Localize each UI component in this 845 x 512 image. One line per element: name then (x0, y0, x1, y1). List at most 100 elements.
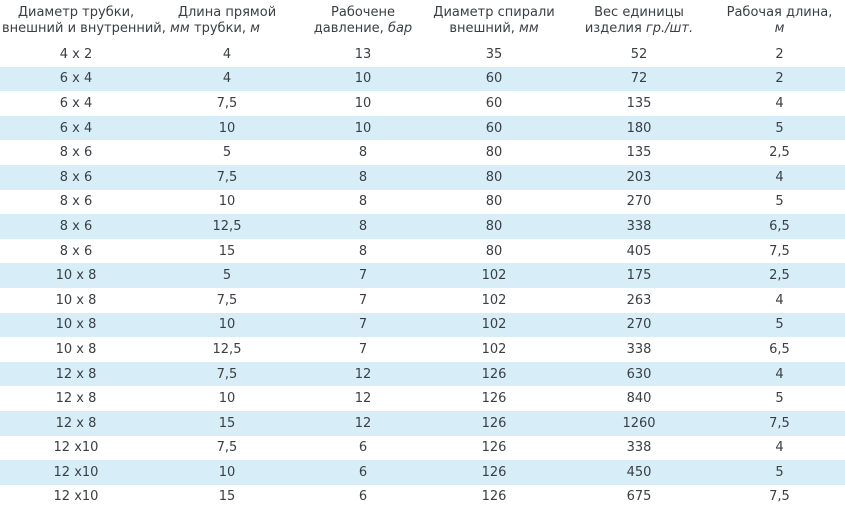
cell-spiral-diameter: 60 (485, 95, 503, 111)
cell-unit-weight: 180 (564, 115, 714, 141)
header-unit: м (250, 21, 260, 36)
cell-straight-length: 15 (152, 410, 302, 436)
cell-spiral-diameter: 126 (424, 361, 564, 387)
cell-tube-diameter: 10 x 8 (55, 341, 97, 357)
table-row: 12 x10 15 6 126 675 7,5 (0, 485, 845, 510)
cell-spiral-diameter: 80 (424, 214, 564, 239)
table-row: 12 x10 7,5 6 126 338 4 (0, 436, 845, 461)
cell-spiral-diameter: 60 (424, 66, 564, 92)
cell-working-pressure: 7 (358, 341, 368, 357)
cell-working-pressure: 7 (302, 263, 424, 288)
header-straight-length: Длина прямой трубки, м (152, 0, 302, 42)
cell-working-pressure: 8 (358, 145, 368, 161)
header-line2: м (716, 21, 843, 37)
header-line1: Диаметр спирали (433, 5, 555, 20)
header-working-pressure: Рабочене давление, бар (302, 0, 424, 42)
cell-working-pressure: 8 (358, 243, 368, 259)
cell-straight-length: 7,5 (216, 440, 238, 456)
cell-unit-weight: 338 (626, 341, 652, 357)
cell-working-length: 2 (775, 46, 784, 62)
cell-unit-weight: 338 (626, 440, 652, 456)
cell-straight-length: 10 (218, 194, 236, 210)
cell-tube-diameter: 6 x 4 (59, 95, 93, 111)
header-line2: давление, бар (304, 21, 422, 37)
cell-tube-diameter: 8 x 6 (59, 194, 93, 210)
header-line1: Вес единицы (594, 5, 684, 20)
table-row: 12 x 8 10 12 126 840 5 (0, 386, 845, 411)
cell-unit-weight: 203 (564, 164, 714, 190)
cell-straight-length: 10 (152, 460, 302, 485)
cell-working-pressure: 12 (354, 391, 372, 407)
header-line2: трубки, м (154, 21, 300, 37)
cell-working-pressure: 7 (358, 292, 368, 308)
table-row: 6 x 4 4 10 60 72 2 (0, 66, 845, 92)
table-row: 10 x 8 5 7 102 175 2,5 (0, 263, 845, 288)
cell-unit-weight: 1260 (564, 410, 714, 436)
cell-tube-diameter: 12 x 8 (55, 391, 97, 407)
cell-straight-length: 12,5 (152, 214, 302, 239)
cell-unit-weight: 675 (626, 489, 652, 505)
header-line2-text: внешний и внутренний, (2, 21, 171, 36)
cell-working-length: 5 (714, 312, 845, 338)
table-row: 10 x 8 10 7 102 270 5 (0, 312, 845, 338)
cell-tube-diameter: 4 x 2 (59, 46, 93, 62)
header-line2-text: давление, (313, 21, 388, 36)
cell-unit-weight: 135 (626, 145, 652, 161)
cell-working-pressure: 6 (358, 489, 368, 505)
cell-straight-length: 15 (218, 489, 236, 505)
cell-spiral-diameter: 102 (424, 312, 564, 338)
cell-tube-diameter: 8 x 6 (0, 164, 152, 190)
header-line1: Рабочене (331, 5, 395, 20)
cell-spiral-diameter: 126 (424, 410, 564, 436)
header-line1: Рабочая длина, (726, 5, 833, 20)
header-row: Диаметр трубки, внешний и внутренний, мм… (0, 0, 845, 42)
header-unit: м (774, 21, 785, 36)
cell-spiral-diameter: 80 (485, 243, 503, 259)
cell-straight-length: 7,5 (152, 164, 302, 190)
cell-unit-weight: 52 (630, 46, 648, 62)
cell-tube-diameter: 10 x 8 (55, 292, 97, 308)
header-unit: мм (170, 21, 190, 36)
cell-unit-weight: 338 (564, 214, 714, 239)
header-line2-text: изделия (584, 21, 646, 36)
cell-spiral-diameter: 126 (481, 391, 507, 407)
cell-working-length: 6,5 (714, 214, 845, 239)
cell-working-pressure: 10 (302, 66, 424, 92)
header-unit: гр./шт. (645, 21, 694, 36)
cell-working-length: 2 (714, 66, 845, 92)
cell-straight-length: 7,5 (152, 361, 302, 387)
cell-unit-weight: 135 (626, 95, 652, 111)
cell-working-length: 7,5 (769, 243, 790, 259)
cell-straight-length: 4 (222, 46, 232, 62)
cell-tube-diameter: 6 x 4 (0, 66, 152, 92)
table-row: 12 x 8 15 12 126 1260 7,5 (0, 410, 845, 436)
cell-working-pressure: 10 (302, 115, 424, 141)
cell-unit-weight: 270 (564, 312, 714, 338)
cell-working-pressure: 12 (302, 361, 424, 387)
cell-working-length: 2,5 (714, 263, 845, 288)
cell-working-pressure: 8 (302, 214, 424, 239)
cell-straight-length: 15 (218, 243, 236, 259)
cell-spiral-diameter: 80 (424, 164, 564, 190)
cell-working-length: 4 (714, 164, 845, 190)
cell-spiral-diameter: 35 (485, 46, 503, 62)
cell-spiral-diameter: 102 (481, 341, 507, 357)
cell-working-length: 5 (714, 460, 845, 485)
header-working-length: Рабочая длина, м (714, 0, 845, 42)
cell-tube-diameter: 8 x 6 (0, 214, 152, 239)
header-unit: мм (519, 21, 539, 36)
cell-unit-weight: 270 (626, 194, 652, 210)
cell-tube-diameter: 12 x 8 (0, 410, 152, 436)
cell-working-length: 4 (775, 292, 784, 308)
cell-straight-length: 12,5 (212, 341, 242, 357)
cell-working-pressure: 6 (358, 440, 368, 456)
cell-unit-weight: 405 (626, 243, 652, 259)
table-row: 8 x 6 12,5 8 80 338 6,5 (0, 214, 845, 239)
cell-straight-length: 10 (218, 391, 236, 407)
table-row: 10 x 8 7,5 7 102 263 4 (0, 288, 845, 313)
header-line2: внешний, мм (426, 21, 562, 37)
header-unit-weight: Вес единицы изделия гр./шт. (564, 0, 714, 42)
table-row: 8 x 6 15 8 80 405 7,5 (0, 239, 845, 264)
cell-working-pressure: 8 (302, 164, 424, 190)
